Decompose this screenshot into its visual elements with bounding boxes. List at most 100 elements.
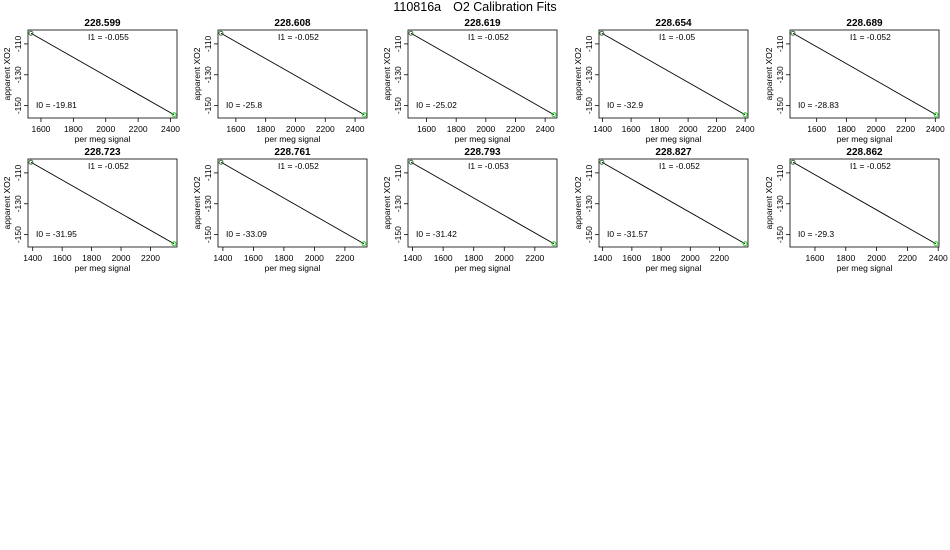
data-point [218,30,224,36]
y-tick-label: -110 [775,35,785,52]
y-tick-label: -110 [203,35,213,52]
x-tick-label: 2000 [286,124,305,134]
y-tick-label: -130 [393,195,403,212]
panel-title: 228.599 [84,18,121,29]
fit-line [792,161,937,245]
data-point [28,30,34,36]
x-tick-label: 2400 [926,124,945,134]
x-tick-label: 1800 [274,253,293,263]
x-axis-label: per meg signal [265,263,321,273]
panel-title: 228.793 [464,147,501,158]
y-tick-label: -150 [775,226,785,243]
slope-annotation: I1 = -0.052 [278,161,319,171]
plot-frame [789,158,940,248]
y-tick-label: -130 [393,66,403,83]
fit-line [220,32,365,116]
plot-frame [789,29,940,119]
plot-frame [598,29,749,119]
calibration-panel-8: 228.793 1400 1600 1800 2000 2200 -110 -130 -150 p… [382,147,558,273]
plot-frame [407,158,558,248]
y-axis-label: apparent XO2 [192,47,202,100]
intercept-annotation: I0 = -19.81 [36,100,77,110]
slope-annotation: I1 = -0.052 [850,32,891,42]
data-point [933,112,939,118]
panel-title: 228.654 [655,18,692,29]
x-tick-label: 1800 [836,253,855,263]
y-tick-label: -150 [203,97,213,114]
data-point [408,30,414,36]
slope-annotation: I1 = -0.05 [659,32,695,42]
x-tick-label: 1600 [807,124,826,134]
y-tick-label: -150 [13,97,23,114]
fit-line [601,32,746,116]
y-axis-label: apparent XO2 [2,176,12,229]
plot-frame [217,29,368,119]
data-point [361,241,367,247]
y-tick-label: -150 [203,226,213,243]
plot-frame [598,158,749,248]
x-tick-label: 1600 [226,124,245,134]
x-tick-label: 2200 [525,253,544,263]
x-tick-label: 1400 [23,253,42,263]
slope-annotation: I1 = -0.055 [88,32,129,42]
x-tick-label: 2200 [141,253,160,263]
intercept-annotation: I0 = -28.83 [798,100,839,110]
x-tick-label: 1600 [31,124,50,134]
panel-title: 228.761 [274,147,311,158]
x-tick-label: 1800 [256,124,275,134]
calibration-panel-10: 228.862 1600 1800 2000 2200 2400 -110 -130 -150 p… [764,147,948,273]
calibration-panel-9: 228.827 1400 1600 1800 2000 2200 -110 -130 -150 p… [573,147,749,273]
data-point [218,159,224,165]
y-axis-label: apparent XO2 [2,47,12,100]
y-tick-label: -150 [584,97,594,114]
x-tick-label: 2000 [681,253,700,263]
slope-annotation: I1 = -0.052 [850,161,891,171]
y-axis-label: apparent XO2 [573,47,583,100]
data-point [408,159,414,165]
y-tick-label: -130 [584,66,594,83]
y-tick-label: -110 [13,35,23,52]
x-tick-label: 1600 [244,253,263,263]
y-tick-label: -110 [393,164,403,181]
data-point [171,112,177,118]
slope-annotation: I1 = -0.052 [88,161,129,171]
x-tick-label: 1800 [464,253,483,263]
y-tick-label: -150 [393,97,403,114]
fit-line [410,32,555,116]
x-tick-label: 2200 [316,124,335,134]
intercept-annotation: I0 = -31.42 [416,229,457,239]
x-tick-label: 2000 [867,253,886,263]
calibration-panel-4: 228.654 1400 1600 1800 2000 2200 2400 -110 -130 -… [573,18,755,144]
x-tick-label: 1400 [593,124,612,134]
y-axis-label: apparent XO2 [382,176,392,229]
x-tick-label: 2000 [867,124,886,134]
panel-title: 228.689 [846,18,883,29]
x-tick-label: 1800 [64,124,83,134]
slope-annotation: I1 = -0.052 [278,32,319,42]
x-axis-label: per meg signal [646,134,702,144]
x-tick-label: 2400 [346,124,365,134]
data-point [933,241,939,247]
y-tick-label: -110 [584,164,594,181]
panel-title: 228.619 [464,18,501,29]
y-tick-label: -130 [775,66,785,83]
slope-annotation: I1 = -0.052 [659,161,700,171]
x-tick-label: 2200 [896,124,915,134]
y-tick-label: -110 [584,35,594,52]
fit-line [220,161,365,245]
slope-annotation: I1 = -0.052 [468,32,509,42]
panel-title: 228.827 [655,147,692,158]
x-tick-label: 1800 [837,124,856,134]
x-tick-label: 2200 [506,124,525,134]
fit-line [601,161,746,245]
x-tick-label: 1800 [652,253,671,263]
x-axis-label: per meg signal [646,263,702,273]
intercept-annotation: I0 = -31.95 [36,229,77,239]
fit-line [30,32,175,116]
x-tick-label: 2000 [305,253,324,263]
plot-frame [27,29,178,119]
y-tick-label: -150 [393,226,403,243]
x-tick-label: 2200 [710,253,729,263]
x-axis-label: per meg signal [455,263,511,273]
x-axis-label: per meg signal [265,134,321,144]
